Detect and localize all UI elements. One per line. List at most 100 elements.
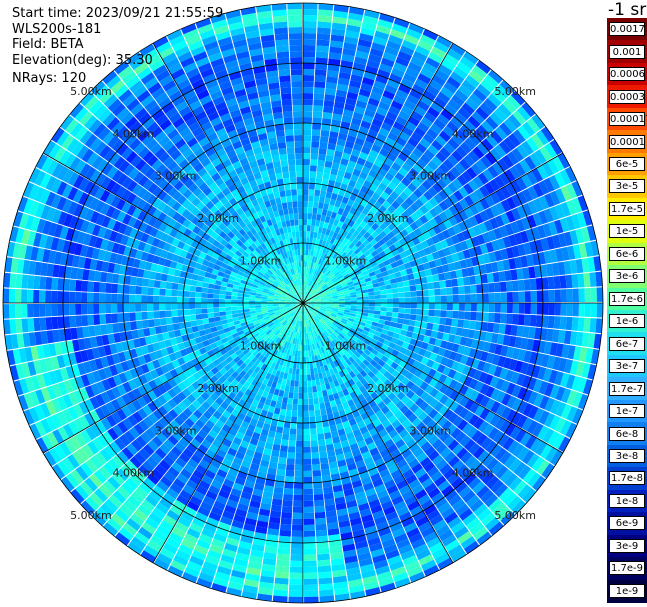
- range-gate-cell: [314, 297, 321, 300]
- range-gate-cell: [334, 150, 343, 158]
- range-gate-cell: [341, 115, 353, 124]
- range-gate-cell: [505, 210, 516, 223]
- range-gate-cell: [543, 341, 552, 355]
- range-gate-cell: [312, 470, 322, 477]
- range-gate-cell: [410, 212, 420, 222]
- range-gate-cell: [561, 246, 570, 261]
- range-gate-cell: [590, 287, 597, 302]
- range-gate-cell: [579, 347, 588, 362]
- range-gate-cell: [344, 265, 352, 272]
- range-gate-cell: [159, 295, 166, 303]
- range-gate-cell: [577, 195, 588, 212]
- range-gate-cell: [318, 396, 325, 404]
- range-gate-cell: [321, 118, 332, 126]
- range-gate-cell: [452, 286, 459, 295]
- range-gate-cell: [365, 280, 373, 286]
- range-gate-cell: [343, 217, 351, 225]
- range-gate-cell: [303, 344, 306, 351]
- range-gate-cell: [459, 240, 469, 251]
- range-gate-cell: [547, 276, 555, 290]
- range-gate-cell: [389, 278, 397, 284]
- range-gate-cell: [447, 154, 459, 166]
- range-gate-cell: [303, 500, 314, 507]
- range-gate-cell: [303, 3, 318, 10]
- range-gate-cell: [409, 192, 419, 203]
- range-gate-cell: [33, 317, 41, 332]
- range-gate-cell: [414, 208, 425, 218]
- range-gate-cell: [343, 273, 350, 279]
- range-gate-cell: [338, 188, 346, 197]
- range-gate-cell: [334, 270, 341, 277]
- range-gate-cell: [531, 168, 544, 183]
- range-gate-cell: [482, 168, 494, 182]
- range-gate-cell: [447, 226, 457, 237]
- range-gate-cell: [315, 63, 328, 71]
- range-gate-cell: [312, 464, 321, 471]
- range-gate-cell: [487, 229, 497, 242]
- range-gate-cell: [323, 395, 330, 403]
- range-gate-cell: [378, 182, 388, 192]
- range-gate-cell: [499, 172, 511, 186]
- range-gate-cell: [312, 291, 318, 296]
- range-gate-cell: [401, 210, 410, 220]
- range-gate-cell: [334, 282, 341, 287]
- range-gate-cell: [351, 117, 362, 126]
- range-gate-cell: [470, 311, 477, 321]
- range-gate-cell: [343, 262, 350, 269]
- range-gate-cell: [434, 204, 444, 215]
- range-gate-cell: [330, 34, 345, 43]
- range-gate-cell: [416, 290, 423, 297]
- range-gate-cell: [332, 297, 339, 300]
- range-gate-cell: [380, 311, 387, 316]
- range-gate-cell: [442, 264, 450, 273]
- range-gate-cell: [219, 298, 226, 303]
- range-gate-cell: [333, 101, 345, 110]
- range-gate-cell: [276, 426, 284, 434]
- range-gate-cell: [308, 298, 315, 302]
- range-gate-cell: [317, 264, 322, 271]
- range-gate-cell: [291, 530, 303, 537]
- range-gate-cell: [386, 298, 393, 303]
- range-gate-cell: [356, 305, 363, 310]
- range-gate-cell: [411, 83, 426, 95]
- range-gate-cell: [377, 277, 385, 283]
- range-gate-cell: [356, 44, 371, 54]
- range-gate-cell: [123, 294, 130, 303]
- range-gate-cell: [225, 295, 232, 300]
- range-gate-cell: [438, 200, 449, 211]
- range-gate-cell: [467, 150, 480, 163]
- range-gate-cell: [303, 267, 305, 274]
- range-gate-cell: [81, 303, 88, 315]
- range-gate-cell: [324, 160, 333, 168]
- range-gate-cell: [81, 280, 89, 292]
- range-gate-cell: [27, 289, 34, 303]
- range-gate-cell: [335, 144, 345, 153]
- range-gate-cell: [313, 276, 318, 283]
- range-gate-cell: [332, 205, 340, 214]
- range-gate-cell: [387, 181, 397, 191]
- range-gate-cell: [316, 287, 323, 293]
- range-gate-cell: [316, 277, 321, 284]
- range-gate-cell: [288, 596, 303, 603]
- range-gate-cell: [395, 276, 403, 283]
- range-gate-cell: [426, 175, 437, 187]
- range-gate-cell: [231, 295, 238, 300]
- range-gate-cell: [45, 290, 52, 303]
- range-gate-cell: [338, 304, 345, 308]
- range-gate-cell: [342, 230, 349, 238]
- range-gate-cell: [327, 256, 333, 263]
- range-gate-cell: [427, 160, 439, 171]
- range-gate-cell: [512, 291, 519, 303]
- range-gate-cell: [314, 183, 322, 191]
- range-gate-cell: [498, 271, 506, 282]
- range-gate-cell: [472, 88, 487, 102]
- range-gate-cell: [399, 131, 411, 142]
- range-gate-cell: [303, 524, 315, 531]
- range-gate-cell: [532, 339, 541, 353]
- range-gate-cell: [463, 120, 477, 133]
- range-gate-cell: [342, 48, 356, 57]
- range-gate-cell: [553, 316, 561, 330]
- range-gate-cell: [569, 259, 578, 274]
- range-gate-cell: [461, 229, 471, 241]
- range-gate-cell: [531, 253, 540, 266]
